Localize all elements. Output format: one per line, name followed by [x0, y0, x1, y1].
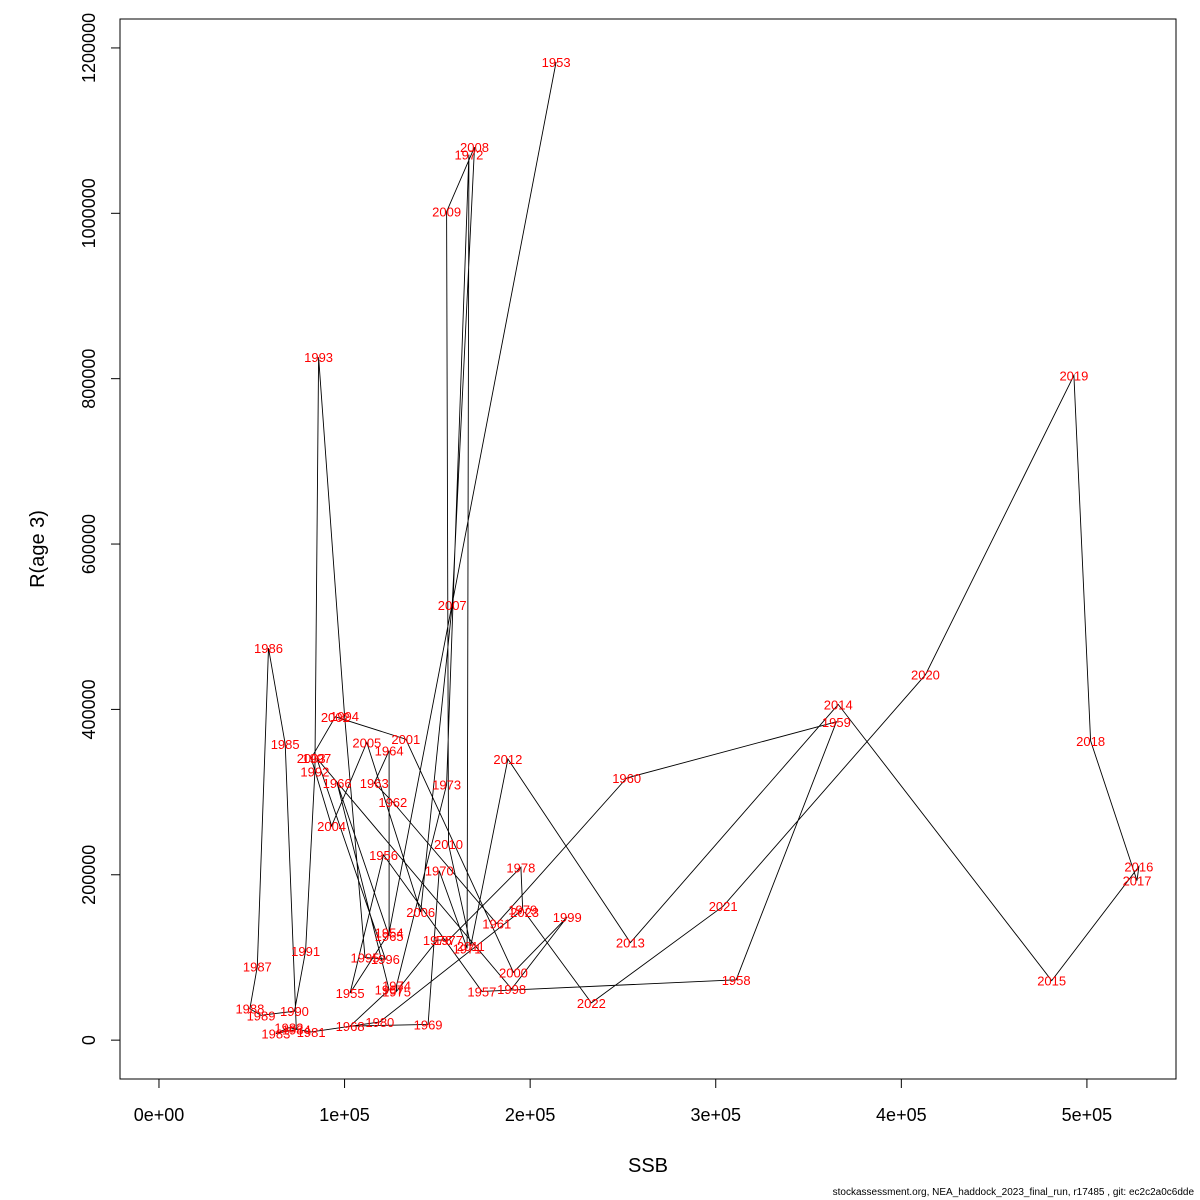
point-label-1968: 1968 [336, 1019, 365, 1034]
point-label-1992: 1992 [300, 764, 329, 779]
point-label-1985: 1985 [271, 737, 300, 752]
point-label-1989: 1989 [247, 1008, 276, 1023]
point-label-2006: 2006 [406, 905, 435, 920]
point-label-2007: 2007 [438, 598, 467, 613]
point-label-1975: 1975 [382, 984, 411, 999]
point-label-1971: 1971 [453, 941, 482, 956]
point-label-1962: 1962 [378, 795, 407, 810]
point-label-2001: 2001 [391, 732, 420, 747]
point-label-1964: 1964 [375, 744, 404, 759]
point-label-1957: 1957 [467, 984, 496, 999]
x-tick-label: 4e+05 [876, 1105, 927, 1125]
y-tick-label: 200000 [79, 845, 99, 905]
y-tick-label: 1000000 [79, 178, 99, 248]
point-label-2000: 2000 [499, 965, 528, 980]
y-tick-label: 600000 [79, 514, 99, 574]
point-label-1993: 1993 [304, 350, 333, 365]
point-label-1984: 1984 [282, 1022, 311, 1037]
point-label-2011: 2011 [457, 939, 485, 954]
point-label-1953: 1953 [542, 55, 571, 70]
point-label-2014: 2014 [824, 697, 853, 712]
point-label-1982: 1982 [274, 1021, 303, 1036]
point-label-2023: 2023 [510, 905, 539, 920]
point-label-1977: 1977 [434, 933, 463, 948]
point-labels: 1953 1954 1955 1956 1957 1958 1959 1960 1961 1962… [235, 55, 1153, 1042]
plot-frame [119, 18, 1177, 1080]
point-label-1979: 1979 [508, 902, 537, 917]
y-tick-label: 800000 [79, 349, 99, 409]
point-label-2004: 2004 [317, 819, 346, 834]
point-label-1954: 1954 [375, 926, 404, 941]
point-label-2008: 2008 [460, 140, 489, 155]
point-label-2019: 2019 [1059, 368, 1088, 383]
point-label-1986: 1986 [254, 641, 283, 656]
point-label-1976: 1976 [423, 933, 452, 948]
point-label-1961: 1961 [482, 917, 511, 932]
point-label-1998: 1998 [497, 982, 526, 997]
series-polyline [249, 61, 1140, 1034]
point-label-1988: 1988 [235, 1002, 264, 1017]
y-tick-label: 400000 [79, 679, 99, 739]
y-axis-title: R(age 3) [27, 510, 49, 588]
point-label-1970: 1970 [425, 864, 454, 879]
point-label-1967: 1967 [375, 983, 404, 998]
point-label-2018: 2018 [1076, 734, 1105, 749]
point-label-1997: 1997 [302, 751, 331, 766]
point-label-1969: 1969 [414, 1017, 443, 1032]
point-label-2009: 2009 [432, 205, 461, 220]
point-label-1981: 1981 [297, 1025, 326, 1040]
point-label-2021: 2021 [709, 899, 738, 914]
point-label-2022: 2022 [577, 996, 606, 1011]
point-label-1990: 1990 [280, 1004, 309, 1019]
point-label-1958: 1958 [722, 973, 751, 988]
point-label-2010: 2010 [434, 837, 463, 852]
point-label-2013: 2013 [616, 936, 645, 951]
y-tick-label: 0 [79, 1035, 99, 1045]
point-label-1972: 1972 [454, 148, 483, 163]
point-label-1959: 1959 [822, 715, 851, 730]
point-label-1973: 1973 [432, 778, 461, 793]
series-line [249, 61, 1140, 1034]
point-label-2012: 2012 [493, 752, 522, 767]
point-label-1983: 1983 [261, 1027, 290, 1042]
point-label-1999: 1999 [553, 910, 582, 925]
point-label-2017: 2017 [1123, 874, 1152, 889]
point-label-1987: 1987 [243, 960, 272, 975]
point-label-2016: 2016 [1124, 860, 1153, 875]
point-label-1956: 1956 [369, 848, 398, 863]
point-label-1980: 1980 [365, 1015, 394, 1030]
x-tick-label: 0e+00 [134, 1105, 185, 1125]
point-label-1978: 1978 [506, 860, 535, 875]
x-tick-label: 3e+05 [690, 1105, 741, 1125]
x-tick-label: 1e+05 [319, 1105, 370, 1125]
x-axis: 0e+00 1e+05 2e+05 3e+05 4e+05 5e+05 [134, 1078, 1113, 1125]
point-label-1966: 1966 [323, 776, 352, 791]
y-tick-label: 1200000 [79, 13, 99, 83]
point-label-2003: 2003 [297, 751, 326, 766]
point-label-2005: 2005 [352, 735, 381, 750]
footer-note: stockassessment.org, NEA_haddock_2023_fi… [832, 1187, 1194, 1198]
point-label-1963: 1963 [360, 776, 389, 791]
x-tick-label: 5e+05 [1062, 1105, 1113, 1125]
point-label-2020: 2020 [911, 668, 940, 683]
point-label-1996: 1996 [371, 952, 400, 967]
point-label-1991: 1991 [291, 944, 320, 959]
x-tick-label: 2e+05 [505, 1105, 556, 1125]
point-label-1960: 1960 [612, 771, 641, 786]
point-label-2015: 2015 [1037, 974, 1066, 989]
y-axis: 0 200000 400000 600000 800000 1000000 1200000 [79, 13, 121, 1045]
point-label-1994: 1994 [330, 709, 359, 724]
point-label-2002: 2002 [321, 710, 350, 725]
point-label-1995: 1995 [351, 950, 380, 965]
point-label-1965: 1965 [375, 929, 404, 944]
x-axis-title: SSB [628, 1155, 668, 1177]
point-label-1955: 1955 [336, 986, 365, 1001]
point-label-1974: 1974 [382, 979, 411, 994]
